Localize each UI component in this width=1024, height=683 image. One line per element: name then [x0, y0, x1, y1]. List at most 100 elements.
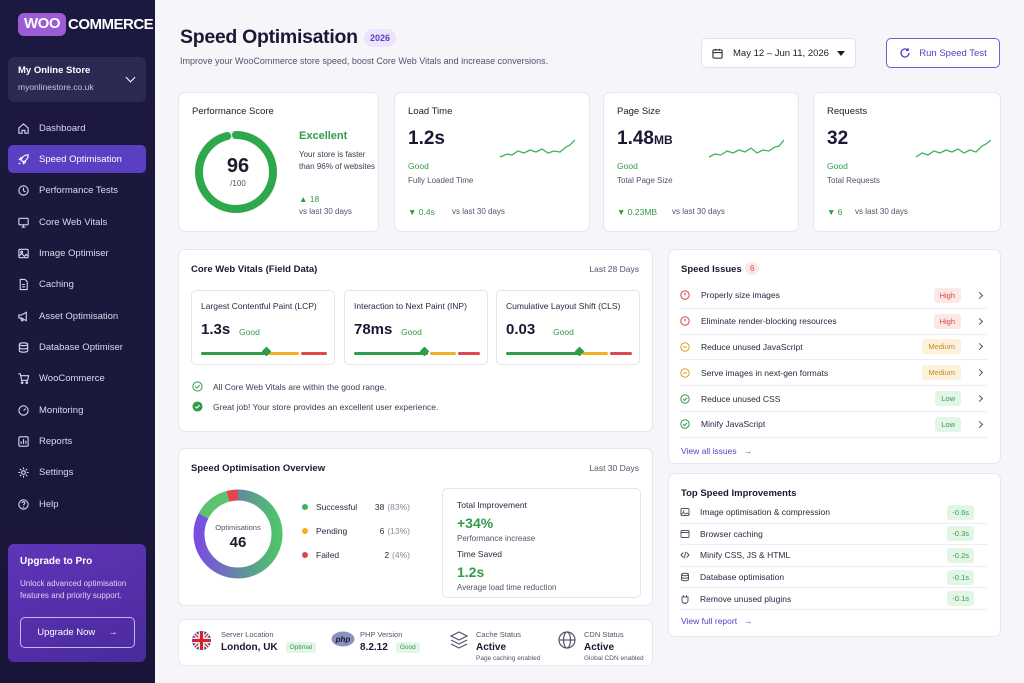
issue-row[interactable]: Reduce unused CSS Low	[680, 386, 988, 412]
kpi-status: Good	[827, 161, 848, 171]
view-full-report-link[interactable]: View full report →	[681, 616, 753, 626]
view-all-issues-link[interactable]: View all issues →	[681, 446, 752, 456]
improvement-row: Browser caching -0.3s	[680, 524, 988, 546]
severity-low-icon	[680, 393, 690, 404]
sidebar-item-label: Core Web Vitals	[39, 216, 108, 228]
legend-count: 6	[379, 526, 385, 536]
sidebar-item-reports[interactable]: Reports	[8, 427, 146, 455]
sidebar-item-caching[interactable]: Caching	[8, 271, 146, 299]
upgrade-description-line: Unlock advanced optimisation	[20, 579, 127, 588]
date-range-picker[interactable]: May 12 – Jun 11, 2026	[701, 38, 856, 68]
legend-pct: (4%)	[392, 550, 410, 560]
sidebar-item-dashboard[interactable]: Dashboard	[8, 114, 146, 142]
help-icon	[18, 498, 29, 510]
overview-title: Speed Optimisation Overview	[191, 463, 326, 474]
issue-row[interactable]: Minify JavaScript Low	[680, 412, 988, 438]
sidebar-item-label: Speed Optimisation	[39, 153, 122, 165]
sidebar-item-label: Dashboard	[39, 122, 86, 134]
cart-icon	[18, 373, 30, 385]
severity-badge: High	[933, 313, 961, 329]
image-icon	[680, 508, 690, 517]
overview-donut	[193, 489, 283, 579]
kpi-vs: vs last 30 days	[452, 207, 505, 216]
globe-icon	[558, 631, 576, 649]
vitals-period: Last 28 Days	[589, 264, 639, 274]
server-location: Server Location London, UK Optimal	[191, 630, 317, 653]
layers-icon	[449, 631, 469, 649]
severity-badge: Low	[935, 391, 961, 407]
chevron-right-icon	[975, 343, 984, 351]
sidebar-item-woocommerce[interactable]: WooCommerce	[8, 365, 146, 393]
sidebar-item-database-optimiser[interactable]: Database Optimiser	[8, 333, 146, 361]
upgrade-now-label: Upgrade Now	[37, 627, 96, 638]
performance-delta: ▲ 18	[299, 194, 320, 204]
issue-row[interactable]: Eliminate render-blocking resources High	[680, 309, 988, 335]
severity-med-icon	[680, 368, 690, 378]
vital-status: Good	[239, 327, 260, 337]
improvements-title: Top Speed Improvements	[681, 488, 797, 499]
legend-pct: (13%)	[387, 526, 410, 536]
severity-low-icon	[680, 419, 690, 430]
vitals-note: Great job! Your store provides an excell…	[192, 401, 438, 412]
severity-badge: High	[933, 287, 961, 303]
vital-scale	[201, 352, 327, 355]
vitals-title: Core Web Vitals (Field Data)	[191, 264, 318, 275]
sidebar-item-performance-tests[interactable]: Performance Tests	[8, 177, 146, 205]
performance-vs: vs last 30 days	[299, 207, 352, 216]
gear-icon	[18, 467, 29, 478]
server-location-text: Server Location London, UK Optimal	[221, 630, 317, 653]
cdn-status-sub: Global CDN enabled	[584, 655, 644, 662]
severity-badge: Medium	[922, 365, 961, 381]
cache-status-value: Active	[476, 642, 507, 653]
vital-scale	[506, 352, 632, 355]
sidebar-item-image-optimiser[interactable]: Image Optimiser	[8, 239, 146, 267]
sidebar-item-label: Performance Tests	[39, 185, 119, 197]
improvement-row: Image optimisation & compression -0.6s	[680, 502, 988, 524]
check-circle-icon	[192, 381, 203, 392]
time-saved-value: 1.2s	[457, 564, 485, 580]
severity-high-icon	[680, 290, 690, 301]
cache-status: Cache Status Active Page caching enabled	[449, 630, 540, 662]
sidebar-item-settings[interactable]: Settings	[8, 459, 146, 487]
run-speed-test-button[interactable]: Run Speed Test	[886, 38, 1000, 68]
upgrade-now-button[interactable]: Upgrade Now →	[20, 617, 135, 648]
store-switcher[interactable]: My Online Store myonlinestore.co.uk	[8, 57, 146, 102]
date-range-value: May 12 – Jun 11, 2026	[733, 47, 829, 59]
sidebar-item-label: Help	[39, 498, 59, 510]
sidebar-item-label: WooCommerce	[39, 373, 105, 385]
sidebar-item-core-web-vitals[interactable]: Core Web Vitals	[8, 208, 146, 236]
issue-label: Minify JavaScript	[701, 419, 766, 430]
performance-score-label: Performance Score	[192, 106, 274, 117]
window-icon	[680, 529, 690, 538]
core-web-vitals-card: Core Web Vitals (Field Data) Last 28 Day…	[178, 249, 653, 432]
issue-row[interactable]: Properly size images High	[680, 283, 988, 309]
sidebar-item-help[interactable]: Help	[8, 490, 146, 518]
issues-count-badge: 6	[745, 262, 760, 275]
sidebar-item-speed-optimisation[interactable]: Speed Optimisation	[8, 145, 146, 174]
server-location-title: Server Location	[221, 630, 274, 639]
chevron-right-icon	[975, 369, 984, 377]
legend-count: 2	[384, 550, 390, 560]
sidebar-item-label: Asset Optimisation	[39, 310, 119, 322]
chevron-right-icon	[975, 317, 984, 325]
issue-row[interactable]: Reduce unused JavaScript Medium	[680, 335, 988, 361]
issue-row[interactable]: Serve images in next-gen formats Medium	[680, 360, 988, 387]
monitor-icon	[18, 217, 29, 228]
sidebar-item-asset-optimisation[interactable]: Asset Optimisation	[8, 302, 146, 330]
php-icon: php	[331, 631, 355, 647]
vital-name: Interaction to Next Paint (INP)	[354, 301, 467, 311]
sidebar-nav: Dashboard Speed Optimisation Performance…	[8, 114, 146, 521]
kpi-sub: Total Page Size	[617, 176, 673, 185]
database-icon	[18, 342, 29, 353]
cdn-status-text: CDN Status Active Global CDN enabled	[584, 630, 644, 662]
kpi-sub: Total Requests	[827, 176, 880, 185]
vital-inp: Interaction to Next Paint (INP) 78ms Goo…	[344, 290, 488, 365]
legend-count: 38	[374, 502, 385, 512]
sidebar-item-label: Reports	[39, 435, 73, 447]
view-all-issues-label: View all issues	[681, 446, 737, 456]
improvement-label: Minify CSS, JS & HTML	[700, 550, 791, 561]
sidebar-item-monitoring[interactable]: Monitoring	[8, 396, 146, 424]
issues-title: Speed Issues	[681, 264, 742, 275]
speed-issues-card: Speed Issues 6 Properly size images High E…	[668, 249, 1001, 464]
woocommerce-logo[interactable]: WOO COMMERCE	[18, 13, 154, 36]
